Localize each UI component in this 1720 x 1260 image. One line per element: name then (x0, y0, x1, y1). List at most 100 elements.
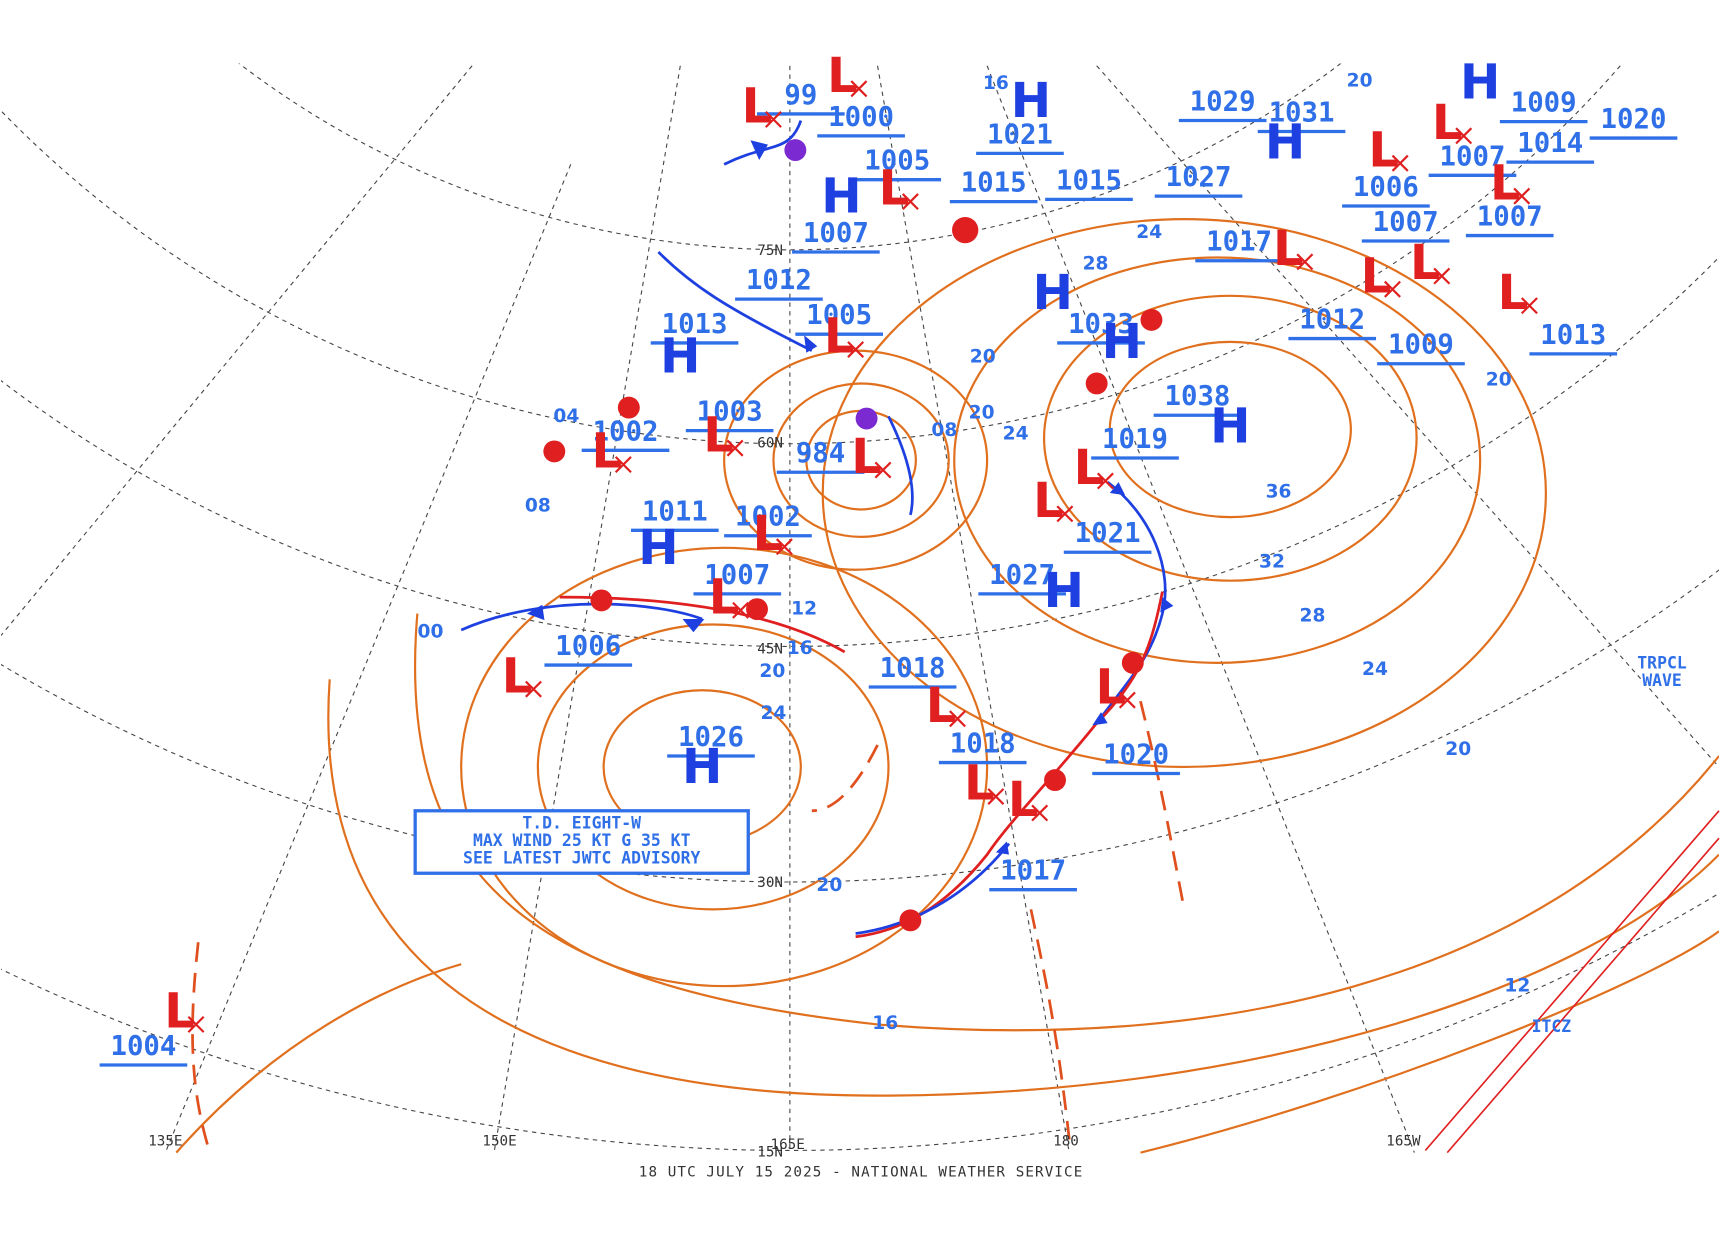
pressure-label: 1007 (803, 218, 869, 249)
isobar-label: 00 (418, 622, 444, 643)
pressure-label: 1000 (828, 102, 894, 133)
advisory-line: MAX WIND 25 KT G 35 KT (473, 831, 691, 850)
pressure-label: 1029 (1190, 86, 1256, 117)
isobar-label: 12 (791, 599, 817, 620)
low-cross (1433, 267, 1451, 285)
pressure-label: 1003 (697, 397, 763, 428)
high-center: H (1044, 563, 1084, 619)
low-cross (1520, 297, 1538, 315)
low-cross (775, 538, 793, 556)
high-center: H (682, 739, 722, 795)
low-cross (1296, 253, 1314, 271)
low-cross (847, 341, 865, 358)
low-cross (1384, 280, 1401, 298)
pressure-label: 1020 (1103, 740, 1169, 771)
isobar-label: 04 (553, 406, 579, 427)
pressure-label: 1015 (961, 168, 1027, 199)
pressure-label: 1021 (987, 119, 1053, 150)
latitude-label: 45N (757, 642, 783, 658)
isobar-label: 36 (1266, 481, 1292, 502)
isobar-label: 24 (1003, 423, 1029, 444)
latitude-label: 60N (757, 436, 783, 452)
isobar-label: 08 (931, 420, 957, 441)
pressure-label: 1020 (1601, 104, 1667, 135)
longitude-label: 165E (771, 1137, 805, 1153)
pressure-label: 99 (784, 80, 817, 111)
isobar-label: 16 (983, 73, 1009, 94)
pressure-label: 1017 (1000, 856, 1066, 887)
high-center: H (638, 520, 678, 576)
high-center: H (1102, 314, 1142, 370)
isobar-label: 24 (1136, 222, 1162, 243)
low-cross (850, 80, 868, 98)
low-cross (726, 439, 744, 457)
low-cross (1391, 154, 1409, 172)
pressure-label: 1033 (1068, 309, 1134, 340)
latitude-label: 15N (757, 1145, 783, 1161)
pressure-label: 984 (796, 438, 845, 469)
isobar-label: 24 (760, 703, 786, 724)
longitude-label: 135E (148, 1134, 182, 1150)
low-cross (525, 680, 542, 698)
isobar-label: 08 (525, 496, 551, 517)
pressure-label: 1018 (950, 729, 1016, 760)
feature-label: WAVE (1642, 671, 1682, 690)
pressure-label: 1038 (1164, 381, 1230, 412)
low-cross (1455, 127, 1473, 145)
latitude-label: 75N (757, 243, 783, 259)
advisory-line: SEE LATEST JWTC ADVISORY (463, 848, 700, 867)
low-cross (187, 1015, 205, 1033)
isobar-label: 20 (1445, 739, 1471, 760)
high-center: H (1265, 115, 1305, 171)
pressure-label: 1015 (1056, 165, 1122, 196)
low-cross (764, 110, 782, 128)
pressure-label: 1012 (1299, 305, 1365, 336)
pressure-label: 1002 (593, 416, 659, 447)
pressure-label: 1011 (642, 496, 708, 527)
pressure-label: 1018 (880, 653, 946, 684)
feature-label: ITCZ (1532, 1017, 1572, 1036)
high-center: H (1460, 54, 1500, 110)
low-cross (732, 601, 750, 619)
labels: 99 1000 1005 1007 1012 1005 1013 1003 1002 984 101… (99, 48, 1687, 1180)
pressure-label: 1031 (1269, 97, 1335, 128)
feature-label: TRPCL (1637, 653, 1687, 672)
high-center: H (1033, 265, 1073, 321)
isobar-label: 16 (872, 1013, 898, 1034)
advisory-line: T.D. EIGHT-W (522, 813, 641, 832)
pressure-label: 1002 (735, 502, 801, 533)
pressure-label: 1021 (1075, 518, 1141, 549)
pressure-label: 1027 (989, 560, 1055, 591)
longitude-label: 165W (1386, 1134, 1421, 1150)
low-cross (874, 461, 892, 479)
latitude-label: 30N (757, 875, 783, 891)
low-cross (949, 710, 966, 728)
pressure-label: 1007 (1477, 202, 1543, 233)
advisory-box (413, 809, 750, 875)
pressure-label: 1007 (704, 560, 770, 591)
pressure-label: 1004 (110, 1031, 176, 1062)
low-cross (987, 788, 1005, 805)
high-center: H (1011, 73, 1051, 129)
footer: 18 UTC JULY 15 2025 - NATIONAL WEATHER S… (639, 1164, 1084, 1180)
pressure-label: 1007 (1373, 207, 1439, 238)
isobar-label: 24 (1362, 659, 1388, 680)
low-cross (1096, 472, 1114, 490)
isobar-label: 16 (787, 638, 813, 659)
isobar-label: 20 (1347, 71, 1373, 92)
low-cross (1031, 804, 1049, 822)
pressure-label: 1014 (1517, 128, 1583, 159)
pressure-label: 1005 (864, 146, 930, 177)
high-center: H (660, 328, 700, 384)
pressure-label: 1017 (1206, 227, 1272, 258)
pressure-label: 1013 (1540, 320, 1606, 351)
low-cross (1056, 505, 1074, 523)
longitude-label: 150E (482, 1134, 516, 1150)
isobar-label: 20 (970, 347, 996, 368)
pressure-label: 1009 (1511, 88, 1577, 119)
high-center: H (1210, 398, 1250, 454)
isobar-label: 28 (1083, 254, 1109, 275)
fronts (460, 120, 1174, 939)
